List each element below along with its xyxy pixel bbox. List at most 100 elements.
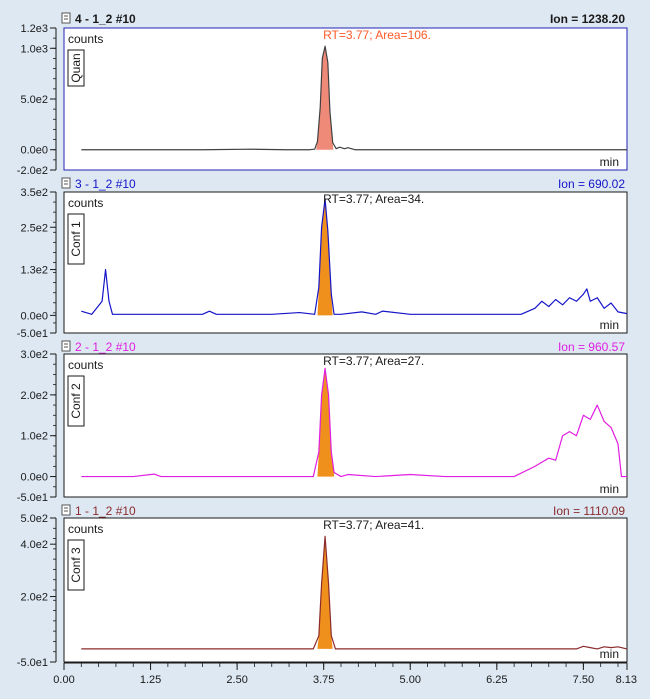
chromatogram-trace	[81, 45, 627, 151]
pin-icon[interactable]	[61, 177, 71, 189]
data-point	[285, 149, 286, 150]
y-tick-label: 3.0e2	[20, 349, 48, 361]
y-axis-label: counts	[68, 32, 103, 46]
y-tick-label: 0.0e0	[20, 310, 48, 322]
data-point	[597, 404, 598, 405]
data-point	[328, 583, 329, 584]
y-tick-label: 0.0e0	[20, 145, 48, 157]
data-point	[604, 308, 605, 309]
data-point	[604, 421, 605, 422]
data-point	[410, 314, 411, 315]
panel-header	[61, 339, 627, 354]
pin-icon-body	[61, 504, 71, 516]
data-point	[548, 648, 549, 649]
plot-area	[63, 353, 628, 498]
data-point	[327, 62, 328, 63]
panel-header	[61, 11, 627, 26]
data-point	[621, 476, 622, 477]
x-tick-label: 2.50	[226, 674, 247, 686]
data-point	[344, 148, 345, 149]
data-point	[81, 311, 82, 312]
data-point	[336, 148, 337, 149]
y-axis-label: counts	[68, 358, 103, 372]
y-tick-label: -5.0e1	[17, 492, 48, 504]
panel-conf-2[interactable]: 2 - 1_2 #10 Ion = 960.57 3.0e2 2.0e2 1.0e2 0.…	[17, 339, 628, 504]
pin-icon[interactable]	[61, 340, 71, 352]
peak-label: RT=3.77; Area=106.	[323, 28, 431, 42]
panel-quan[interactable]: 4 - 1_2 #10 Ion = 1238.20 1.2e3 1.0e3 5.0e2 0…	[17, 11, 628, 177]
panel-title: 3 - 1_2 #10	[75, 177, 136, 191]
data-point	[271, 648, 272, 649]
data-point	[317, 141, 318, 142]
panel-title: 2 - 1_2 #10	[75, 340, 136, 354]
data-point	[354, 149, 355, 150]
data-point	[375, 476, 376, 477]
data-point	[216, 314, 217, 315]
data-point	[318, 451, 319, 452]
data-point	[626, 648, 627, 649]
data-point	[153, 474, 154, 475]
data-point	[271, 476, 272, 477]
data-point	[479, 648, 480, 649]
panel-title: 1 - 1_2 #10	[75, 504, 136, 518]
data-point	[375, 314, 376, 315]
data-point	[548, 149, 549, 150]
data-point	[583, 415, 584, 416]
data-point	[610, 427, 611, 428]
pin-icon[interactable]	[61, 12, 71, 24]
pin-icon[interactable]	[61, 504, 71, 516]
y-tick-label: 0.0e0	[20, 472, 48, 484]
data-point	[548, 306, 549, 307]
data-point	[339, 147, 340, 148]
peak-area-fill	[316, 46, 334, 150]
x-tick-label: 6.25	[486, 674, 507, 686]
data-point	[243, 314, 244, 315]
data-point	[333, 314, 334, 315]
y-tick-label: 5.0e2	[20, 94, 48, 106]
qualifier-label: Conf 3	[69, 547, 83, 583]
data-point	[534, 308, 535, 309]
data-point	[562, 435, 563, 436]
data-point	[626, 313, 627, 314]
data-point	[410, 149, 411, 150]
y-tick-label: -5.0e1	[17, 328, 48, 340]
ion-label: Ion = 1238.20	[550, 12, 625, 26]
data-point	[583, 294, 584, 295]
data-point	[617, 443, 618, 444]
data-point	[202, 648, 203, 649]
data-point	[331, 635, 332, 636]
data-point	[626, 476, 627, 477]
data-point	[541, 462, 542, 463]
data-point	[340, 314, 341, 315]
data-point	[347, 147, 348, 148]
data-point	[202, 314, 203, 315]
y-tick-label: -5.0e1	[17, 657, 48, 669]
data-point	[541, 301, 542, 302]
data-point	[610, 302, 611, 303]
data-point	[324, 536, 325, 537]
y-axis-label: counts	[68, 522, 103, 536]
ion-label: Ion = 690.02	[558, 177, 625, 191]
data-point	[597, 648, 598, 649]
data-point	[101, 301, 102, 302]
data-point	[382, 311, 383, 312]
pin-icon-body	[61, 12, 71, 24]
data-point	[583, 646, 584, 647]
data-point	[375, 149, 376, 150]
data-point	[108, 301, 109, 302]
data-point	[309, 149, 310, 150]
panel-conf-3[interactable]: 1 - 1_2 #10 Ion = 1110.09 5.0e2 4.0e2 2.0e2 -…	[17, 503, 628, 669]
data-point	[133, 476, 134, 477]
data-point	[133, 648, 134, 649]
data-point	[321, 394, 322, 395]
chromatogram-trace	[81, 535, 628, 650]
data-point	[174, 314, 175, 315]
data-point	[562, 304, 563, 305]
panel-conf-1[interactable]: 3 - 1_2 #10 Ion = 690.02 3.5e2 2.5e2 1.3e2 0.…	[17, 176, 628, 340]
x-tick-label: 7.50	[573, 674, 594, 686]
data-point	[250, 149, 251, 150]
data-point	[331, 294, 332, 295]
ion-label: Ion = 1110.09	[553, 504, 625, 518]
